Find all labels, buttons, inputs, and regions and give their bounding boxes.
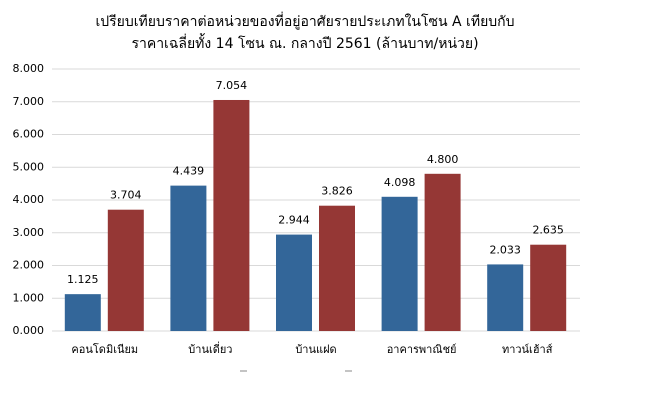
y-tick-label: 5.000 (13, 160, 45, 173)
bar (64, 294, 101, 331)
y-tick-label: 7.000 (13, 95, 45, 108)
bar (424, 173, 461, 331)
data-label: 2.944 (278, 214, 310, 227)
y-tick-label: 3.000 (13, 226, 45, 239)
chart-title: เปรียบเทียบราคาต่อหน่วยของที่อยู่อาศัยรา… (95, 12, 514, 30)
data-label: 2.033 (489, 243, 521, 256)
data-label: 1.125 (67, 273, 99, 286)
y-tick-label: 8.000 (13, 62, 45, 75)
bar (213, 99, 250, 331)
x-tick-label: ทาวน์เฮ้าส์ (502, 343, 553, 356)
data-label: 2.635 (532, 224, 564, 237)
bar (530, 244, 567, 331)
data-label: 4.439 (173, 165, 205, 178)
data-label: 3.826 (321, 185, 353, 198)
y-tick-label: 4.000 (13, 193, 45, 206)
bar (107, 209, 144, 331)
data-label: 4.098 (384, 176, 416, 189)
bar (319, 205, 355, 331)
y-tick-label: 2.000 (13, 259, 45, 272)
data-label: 7.054 (216, 79, 248, 92)
y-tick-label: 1.000 (13, 291, 45, 304)
bar (381, 196, 418, 331)
y-tick-label: 0.000 (13, 324, 45, 337)
bar (170, 185, 207, 331)
x-tick-label: อาคารพาณิชย์ (387, 343, 457, 356)
bar (276, 234, 312, 331)
y-tick-label: 6.000 (13, 128, 45, 141)
chart-title: ราคาเฉลี่ยทั้ง 14 โซน ณ. กลางปี 2561 (ล้… (131, 33, 478, 52)
x-tick-label: บ้านแฝด (295, 343, 336, 356)
x-tick-label: บ้านเดี่ยว (188, 341, 232, 356)
x-tick-label: คอนโดมิเนียม (71, 342, 138, 356)
bar (487, 264, 524, 331)
data-label: 3.704 (110, 189, 142, 202)
data-label: 4.800 (427, 153, 459, 166)
